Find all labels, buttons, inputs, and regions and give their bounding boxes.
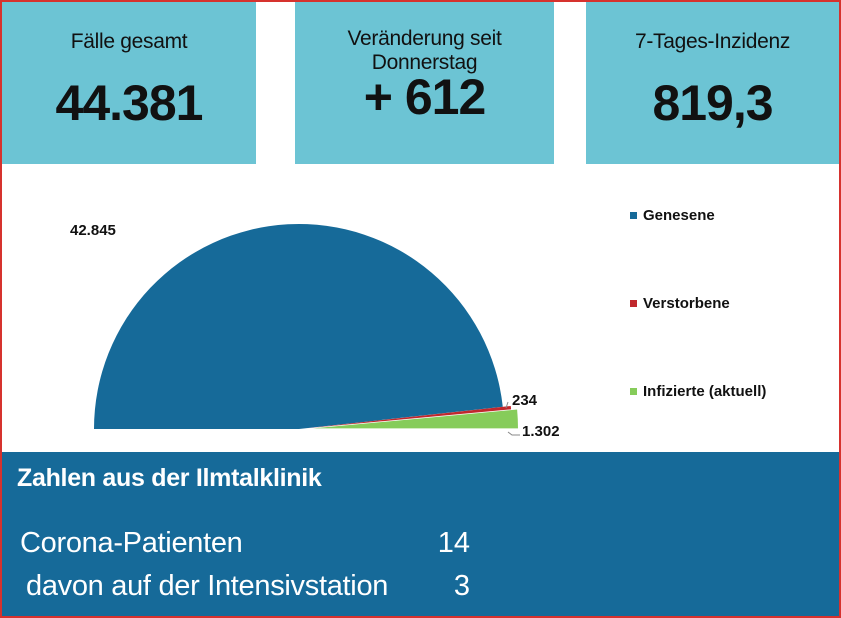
icu-patients-label: davon auf der Intensivstation bbox=[26, 570, 389, 602]
pie-chart-svg: 42.845 234 1.302 bbox=[70, 222, 560, 440]
total-cases-title: Fälle gesamt bbox=[70, 30, 188, 53]
leader-line-verstorbene bbox=[505, 401, 509, 409]
clinic-panel: Zahlen aus der Ilmtalklinik Corona-Patie… bbox=[2, 452, 839, 616]
change-title: Veränderung seit Donnerstag bbox=[347, 27, 502, 74]
total-cases-value: 44.381 bbox=[55, 75, 204, 131]
legend-item-genesene: Genesene bbox=[630, 207, 715, 224]
legend-swatch-infizierte bbox=[630, 387, 637, 395]
legend-item-infizierte: Infizierte (aktuell) bbox=[630, 383, 766, 400]
legend-swatch-genesene bbox=[630, 211, 637, 219]
pie-chart: 42.845 234 1.302 bbox=[2, 164, 839, 452]
corona-patients-label: Corona-Patienten bbox=[20, 527, 243, 559]
pie-slice-verstorbene bbox=[306, 405, 512, 429]
clinic-panel-title: Zahlen aus der Ilmtalklinik bbox=[17, 464, 322, 492]
total-cases-card: Fälle gesamt 44.381 bbox=[2, 2, 256, 164]
corona-patients-value: 14 bbox=[437, 527, 470, 559]
legend-label-infizierte: Infizierte (aktuell) bbox=[643, 383, 767, 400]
pie-slice-infizierte bbox=[312, 409, 518, 429]
pie-slice-genesene bbox=[94, 223, 503, 429]
incidence-value: 819,3 bbox=[652, 75, 773, 131]
data-label-genesene: 42.845 bbox=[70, 222, 116, 239]
change-card: Veränderung seit Donnerstag + 612 bbox=[295, 2, 554, 164]
legend-label-genesene: Genesene bbox=[643, 207, 715, 224]
legend-swatch-verstorbene bbox=[630, 299, 637, 307]
icu-patients-value: 3 bbox=[453, 570, 470, 602]
incidence-card: 7-Tages-Inzidenz 819,3 bbox=[586, 2, 839, 164]
data-label-verstorbene: 234 bbox=[512, 392, 538, 409]
legend-label-verstorbene: Verstorbene bbox=[643, 295, 730, 312]
incidence-title: 7-Tages-Inzidenz bbox=[634, 30, 791, 53]
change-value: + 612 bbox=[363, 69, 487, 125]
data-label-infizierte: 1.302 bbox=[522, 423, 560, 440]
legend-item-verstorbene: Verstorbene bbox=[630, 295, 730, 312]
leader-line-infizierte bbox=[507, 431, 520, 436]
